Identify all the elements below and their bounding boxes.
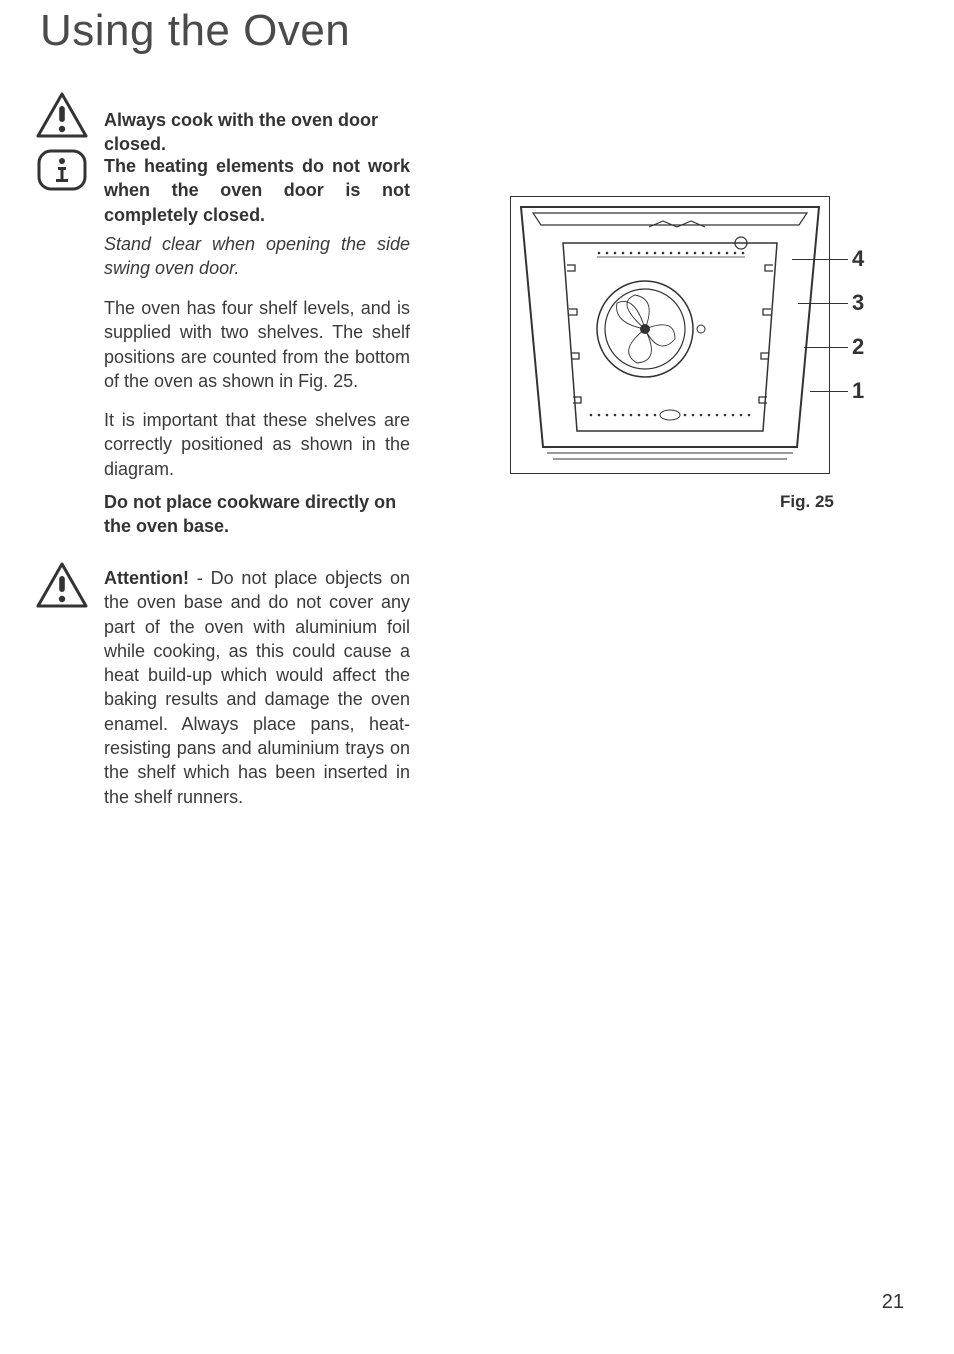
leader-line [810,391,848,392]
attention-paragraph: Attention! - Do not place objects on the… [104,566,410,809]
body-no-cookware-base: Do not place cookware directly on the ov… [104,490,410,539]
info-icon [36,148,88,197]
attention-label: Attention! [104,568,189,588]
body-shelf-levels: The oven has four shelf levels, and is s… [104,296,410,393]
body-shelf-position: It is important that these shelves are c… [104,408,410,481]
warning-icon [36,92,88,143]
leader-line [798,303,848,304]
figure-25 [510,196,910,474]
leader-line [792,259,848,260]
shelf-label-3: 3 [852,290,864,316]
figure-caption: Fig. 25 [780,492,834,512]
shelf-label-4: 4 [852,246,864,272]
attention-body: - Do not place objects on the oven base … [104,568,410,807]
page-number: 21 [882,1291,904,1314]
oven-diagram-icon [517,203,823,472]
warning-text-door-closed: Always cook with the oven door closed. [104,108,410,157]
figure-box [510,196,830,474]
shelf-label-2: 2 [852,334,864,360]
leader-line [804,347,848,348]
info-heating-elements: The heating elements do not work when th… [104,154,410,227]
shelf-label-1: 1 [852,378,864,404]
info-stand-clear: Stand clear when opening the side swing … [104,232,410,281]
warning-icon [36,562,88,613]
page-title: Using the Oven [40,6,350,56]
